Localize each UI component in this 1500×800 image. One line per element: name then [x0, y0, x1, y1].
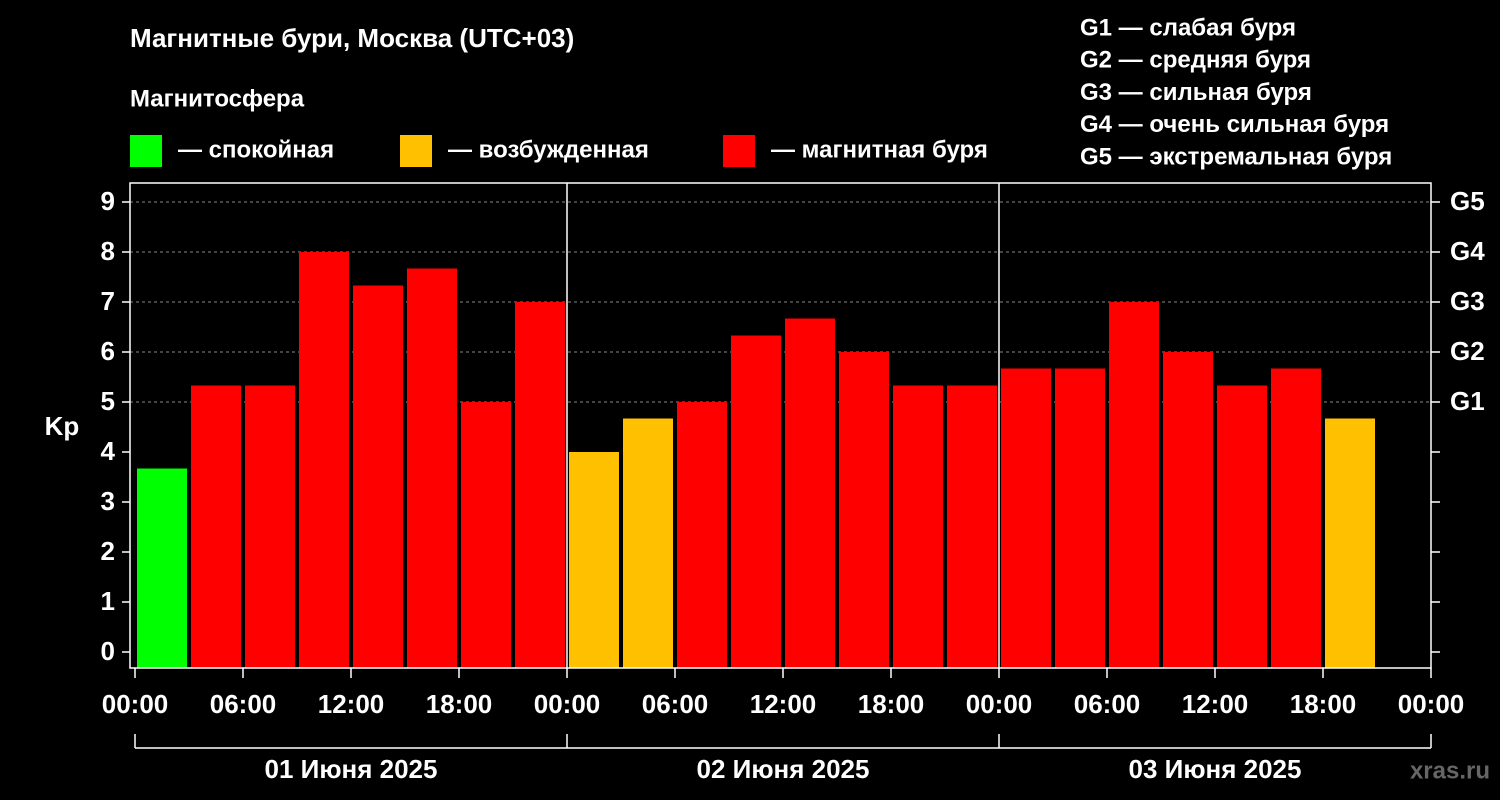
day-label: 03 Июня 2025	[1129, 754, 1302, 784]
x-tick-label: 00:00	[966, 689, 1033, 719]
y2-tick-label: G1	[1450, 386, 1485, 416]
x-tick-label: 00:00	[102, 689, 169, 719]
bar	[677, 402, 727, 668]
plot-frame	[129, 182, 1432, 669]
watermark: xras.ru	[1410, 757, 1490, 784]
y2-tick-label: G4	[1450, 236, 1485, 266]
bar	[1217, 385, 1267, 668]
x-tick-label: 06:00	[642, 689, 709, 719]
g-legend-label: G4 — очень сильная буря	[1080, 111, 1389, 138]
legend-swatch	[130, 135, 162, 167]
y-tick-label: 2	[101, 536, 115, 566]
y2-tick-label: G2	[1450, 336, 1485, 366]
g-legend-label: G5 — экстремальная буря	[1080, 144, 1392, 171]
x-tick-label: 12:00	[750, 689, 817, 719]
bar	[1163, 352, 1213, 668]
y-tick-label: 8	[101, 236, 115, 266]
bar	[515, 302, 565, 668]
x-tick-label: 06:00	[210, 689, 277, 719]
g-legend-label: G1 — слабая буря	[1080, 14, 1296, 41]
bar	[893, 385, 943, 668]
legend-swatch	[723, 135, 755, 167]
day-label: 01 Июня 2025	[265, 754, 438, 784]
bar	[137, 468, 187, 668]
y-tick-label: 6	[101, 336, 115, 366]
legend-label: — спокойная	[178, 136, 334, 163]
y-tick-label: 1	[101, 586, 115, 616]
y-tick-label: 4	[101, 436, 116, 466]
legend-label: — возбужденная	[448, 136, 649, 163]
bar	[947, 385, 997, 668]
bar	[191, 385, 241, 668]
bar	[353, 285, 403, 668]
x-tick-label: 12:00	[1182, 689, 1249, 719]
x-tick-label: 18:00	[1290, 689, 1357, 719]
y-tick-label: 9	[101, 186, 115, 216]
bar	[461, 402, 511, 668]
g-legend-label: G2 — средняя буря	[1080, 47, 1311, 74]
y-tick-label: 3	[101, 486, 115, 516]
bar	[1271, 368, 1321, 668]
x-tick-label: 18:00	[426, 689, 493, 719]
bar	[1055, 368, 1105, 668]
y-tick-label: 0	[101, 636, 115, 666]
y2-tick-label: G3	[1450, 286, 1485, 316]
bar	[623, 418, 673, 668]
bar	[299, 252, 349, 668]
x-tick-label: 00:00	[534, 689, 601, 719]
x-tick-label: 00:00	[1398, 689, 1465, 719]
bar	[1109, 302, 1159, 668]
bar	[839, 352, 889, 668]
subtitle: Магнитосфера	[130, 85, 305, 112]
bar	[731, 335, 781, 668]
y-tick-label: 7	[101, 286, 115, 316]
legend-swatch	[400, 135, 432, 167]
y2-tick-label: G5	[1450, 186, 1485, 216]
y-tick-label: 5	[101, 386, 115, 416]
x-tick-label: 06:00	[1074, 689, 1141, 719]
bar	[785, 318, 835, 668]
bar	[245, 385, 295, 668]
legend-label: — магнитная буря	[771, 136, 988, 163]
bar	[1001, 368, 1051, 668]
y-axis-label: Kp	[45, 411, 80, 441]
x-tick-label: 18:00	[858, 689, 925, 719]
g-legend-label: G3 — сильная буря	[1080, 79, 1312, 106]
x-tick-label: 12:00	[318, 689, 385, 719]
chart-title: Магнитные бури, Москва (UTC+03)	[130, 23, 574, 53]
bar	[1325, 418, 1375, 668]
bar	[569, 452, 619, 668]
day-label: 02 Июня 2025	[697, 754, 870, 784]
bar	[407, 268, 457, 668]
